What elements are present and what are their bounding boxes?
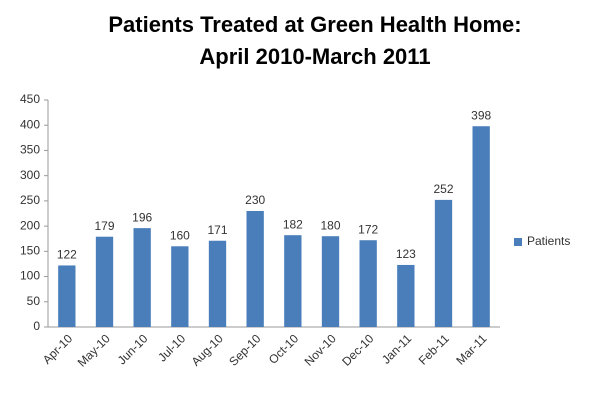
x-tick-label: Dec-10 (339, 331, 376, 368)
y-tick-label: 0 (33, 319, 40, 333)
y-tick-label: 100 (20, 269, 40, 283)
bar (359, 240, 377, 327)
x-tick-label: Jan-11 (379, 331, 414, 366)
x-tick-label: Mar-11 (453, 331, 489, 367)
legend-label: Patients (527, 234, 570, 248)
x-tick-label: Feb-11 (416, 331, 452, 367)
x-tick-label: Apr-10 (40, 331, 76, 367)
bar (434, 199, 453, 327)
y-tick-label: 450 (20, 92, 40, 106)
data-label: 171 (207, 223, 227, 237)
y-tick-label: 150 (20, 244, 40, 258)
data-label: 252 (433, 182, 453, 196)
bar (208, 240, 227, 327)
data-label: 172 (358, 222, 378, 236)
bar (58, 265, 76, 327)
x-tick-label: Oct-10 (266, 331, 302, 367)
x-tick-label: Sep-10 (226, 331, 263, 368)
data-label: 160 (170, 228, 190, 242)
y-tick-label: 50 (27, 294, 41, 308)
x-tick-label: Aug-10 (189, 331, 226, 368)
bar (246, 210, 264, 327)
data-label: 182 (283, 217, 303, 231)
data-label: 230 (245, 193, 265, 207)
y-tick-label: 250 (20, 193, 40, 207)
y-tick-label: 400 (20, 117, 40, 131)
y-tick-label: 350 (20, 143, 40, 157)
bar (95, 236, 114, 327)
x-tick-label: Nov-10 (302, 331, 339, 368)
y-tick-label: 200 (20, 218, 40, 232)
data-label: 123 (396, 247, 416, 261)
bar (397, 264, 415, 327)
chart-title: Patients Treated at Green Health Home: (108, 12, 521, 37)
x-tick-label: May-10 (75, 331, 113, 369)
legend-swatch (514, 238, 522, 246)
bar (171, 246, 189, 327)
data-label: 179 (94, 219, 114, 233)
bar (133, 228, 151, 327)
x-tick-label: Jun-10 (115, 331, 151, 367)
data-label: 196 (132, 210, 152, 224)
y-tick-label: 300 (20, 168, 40, 182)
chart-subtitle: April 2010-March 2011 (199, 44, 430, 69)
bar (321, 236, 340, 327)
bar (284, 235, 302, 327)
x-tick-label: Jul-10 (155, 331, 188, 364)
data-label: 398 (471, 108, 491, 122)
bar (472, 126, 490, 327)
data-label: 180 (320, 218, 340, 232)
data-label: 122 (57, 248, 77, 262)
